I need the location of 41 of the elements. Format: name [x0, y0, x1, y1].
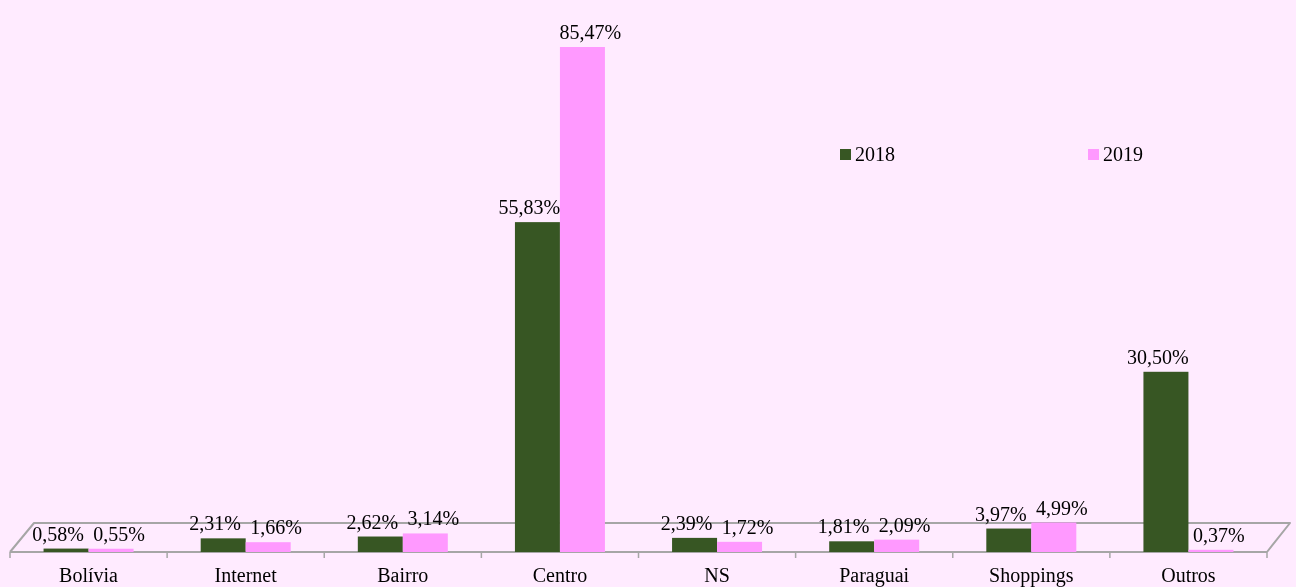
bar [1031, 522, 1077, 552]
bar [874, 539, 920, 552]
x-tick-label: NS [704, 564, 730, 586]
data-label: 0,37% [1193, 523, 1245, 546]
bar [1188, 549, 1234, 552]
data-label: 85,47% [559, 21, 622, 43]
bar [717, 541, 763, 552]
data-label: 2,62% [346, 510, 399, 533]
bar [200, 538, 246, 552]
data-label: 3,97% [974, 502, 1027, 525]
data-label: 1,72% [721, 515, 774, 538]
bar [829, 541, 875, 552]
data-label: 0,58% [32, 522, 84, 545]
legend-label: 2018 [855, 143, 895, 165]
data-label: 2,31% [189, 512, 242, 535]
x-tick-label: Internet [214, 564, 278, 586]
data-label: 3,14% [407, 507, 460, 530]
bar [672, 537, 718, 552]
data-label: 1,66% [250, 516, 303, 539]
x-tick-label: Bairro [377, 564, 429, 586]
bar [514, 222, 560, 552]
bar [402, 533, 448, 552]
x-tick-label: Shoppings [989, 564, 1074, 587]
bar [986, 528, 1032, 552]
x-tick-label: Bolívia [59, 564, 119, 586]
bar [245, 542, 291, 552]
bar [88, 548, 134, 552]
bar [1143, 371, 1189, 552]
legend-label: 2019 [1103, 143, 1143, 165]
data-label: 2,39% [660, 511, 713, 534]
x-tick-label: Outros [1161, 564, 1216, 586]
bar [559, 47, 605, 552]
data-label: 2,09% [878, 513, 931, 536]
data-label: 4,99% [1035, 496, 1088, 519]
data-label: 1,81% [817, 515, 870, 538]
x-tick-label: Paraguai [839, 564, 910, 587]
bar [357, 536, 403, 552]
data-label: 30,50% [1127, 345, 1189, 368]
x-tick-label: Centro [532, 564, 588, 586]
data-label: 0,55% [93, 522, 145, 545]
data-label: 55,83% [498, 196, 561, 219]
